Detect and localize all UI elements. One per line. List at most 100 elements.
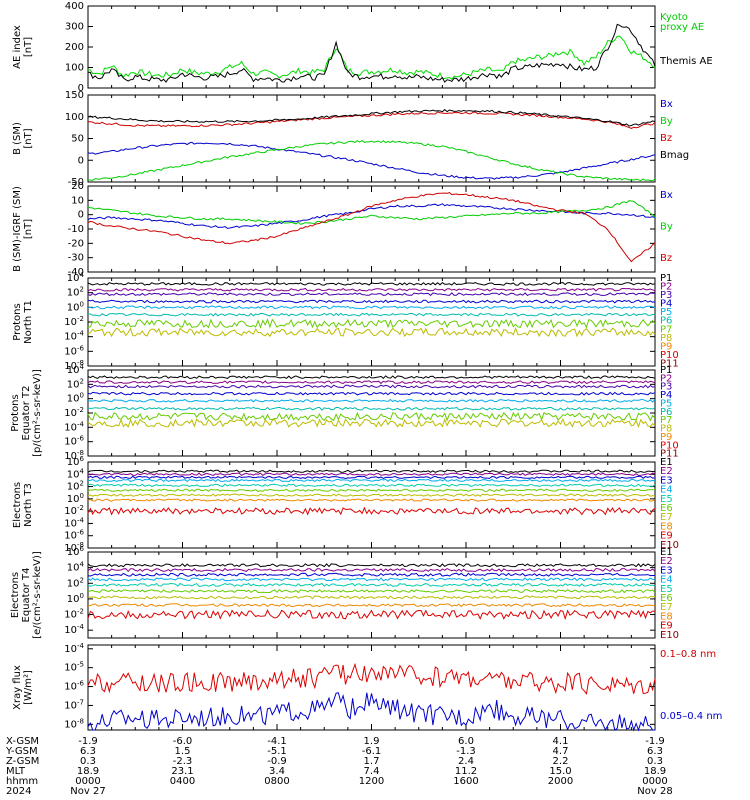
y-tick-exponent: -4: [77, 330, 85, 338]
table-cell: 0.3: [80, 756, 96, 767]
y-tick-label: 104: [67, 561, 85, 574]
legend-label: E8: [660, 521, 673, 532]
y-tick-exponent: -4: [77, 623, 85, 631]
table-cell: Nov 27: [70, 786, 105, 797]
panel-xray: 10-4 10-5 10-6 10-7 10-8 Xray flux [W/m²] 0.1–0…: [12, 642, 722, 732]
table-cell: Nov 28: [637, 786, 672, 797]
legend-label: P3: [660, 382, 672, 393]
y-tick-label: 0: [78, 155, 84, 166]
series-line-E9: [87, 506, 656, 516]
y-tick-exponent: -8: [77, 541, 84, 549]
legend-label: E1: [660, 547, 673, 558]
y-tick-exponent: 6: [80, 545, 85, 553]
y-axis-label: Protons: [12, 303, 23, 340]
y-tick-label: -40: [68, 267, 84, 278]
y-tick-label: 10-6: [64, 529, 84, 542]
table-cell: 3.4: [269, 766, 285, 777]
legend-label: P2: [660, 282, 672, 293]
series-line-P5: [87, 398, 656, 403]
table-cell: 18.9: [644, 766, 666, 777]
y-tick-exponent: -6: [77, 680, 85, 688]
series-line-E2: [87, 567, 656, 573]
y-tick-exponent: -8: [77, 449, 84, 457]
y-tick-label: 106: [67, 455, 85, 468]
series-line-P5: [87, 305, 656, 310]
series-line-E1: [87, 469, 656, 473]
table-cell: -4.1: [267, 736, 287, 747]
table-cell: 7.4: [364, 766, 380, 777]
series-line-P1: [87, 375, 656, 380]
y-axis-label: North T1: [23, 300, 34, 344]
table-cell: 0400: [170, 776, 195, 787]
y-tick-label: 102: [67, 576, 84, 589]
table-cell: 4.1: [553, 736, 569, 747]
legend-label: E7: [660, 602, 673, 613]
legend-label: P7: [660, 324, 672, 335]
legend-label: 0.1–0.8 nm: [660, 649, 716, 660]
y-axis-label: [nT]: [23, 37, 34, 57]
y-tick-label: 102: [67, 480, 84, 493]
y-tick-exponent: 4: [80, 561, 85, 569]
y-tick-label: 10: [71, 195, 84, 206]
table-cell: 1600: [453, 776, 478, 787]
legend-label: P8: [660, 333, 672, 344]
legend-label: Bz: [660, 133, 672, 144]
y-tick-label: 100: [65, 112, 84, 123]
y-tick-exponent: -2: [77, 315, 84, 323]
legend-label: Kyoto: [660, 12, 688, 23]
panel-electrons-t4: 106 104 102 100 10-2 10-4 Electrons Equator T4[…: [10, 545, 679, 641]
y-tick-exponent: -5: [77, 661, 84, 669]
y-tick-label: 10-2: [64, 315, 84, 328]
legend-label: P2: [660, 373, 672, 384]
table-row-label: MLT: [6, 766, 26, 777]
series-line-E1: [87, 563, 656, 568]
series-line-P7: [87, 411, 656, 422]
y-tick-exponent: 0: [80, 492, 84, 500]
legend-label: P6: [660, 407, 672, 418]
legend-label: P4: [660, 299, 672, 310]
y-tick-label: 106: [67, 545, 85, 558]
y-tick-label: 10-6: [64, 344, 84, 357]
series-line-Bx: [87, 141, 656, 180]
y-tick-exponent: 4: [80, 363, 85, 371]
y-axis-label: Protons: [10, 394, 21, 431]
y-tick-label: 10-2: [64, 504, 84, 517]
panel-frame: [87, 185, 656, 273]
y-tick-exponent: 2: [80, 286, 84, 294]
legend-label: P1: [660, 273, 672, 284]
legend-label: By: [660, 116, 673, 127]
series-line-E2: [87, 472, 656, 477]
y-tick-exponent: -6: [77, 529, 85, 537]
y-axis-label: Equator T2: [21, 386, 32, 441]
table-row-label: X-GSM: [6, 736, 39, 747]
table-cell: 6.0: [458, 736, 474, 747]
y-tick-exponent: -4: [77, 642, 85, 650]
legend-label: E4: [660, 575, 673, 586]
table-cell: 0000: [75, 776, 100, 787]
table-cell: -1.3: [456, 746, 476, 757]
series-line-E3: [87, 572, 655, 577]
legend-label: E3: [660, 475, 673, 486]
panel-frame: [87, 5, 656, 89]
table-cell: 1.5: [175, 746, 191, 757]
legend-label: E8: [660, 611, 673, 622]
y-tick-exponent: 2: [80, 576, 84, 584]
series-line-Themis AE: [87, 23, 656, 83]
y-tick-exponent: 2: [80, 377, 84, 385]
series-line-P3: [87, 292, 656, 297]
legend-label: P9: [660, 432, 672, 443]
y-axis-label: Equator T4: [21, 568, 32, 623]
series-line-Bmag: [87, 108, 656, 127]
series-line-P4: [87, 391, 656, 396]
table-cell: 6.3: [80, 746, 96, 757]
panel-frame: [87, 94, 656, 183]
y-tick-label: 100: [67, 492, 84, 505]
y-tick-exponent: -2: [77, 504, 84, 512]
table-cell: 2.4: [458, 756, 474, 767]
y-tick-label: 50: [71, 134, 84, 145]
legend-label: E10: [660, 540, 679, 551]
table-row-label: Z-GSM: [6, 756, 39, 767]
legend-label: P8: [660, 424, 672, 435]
